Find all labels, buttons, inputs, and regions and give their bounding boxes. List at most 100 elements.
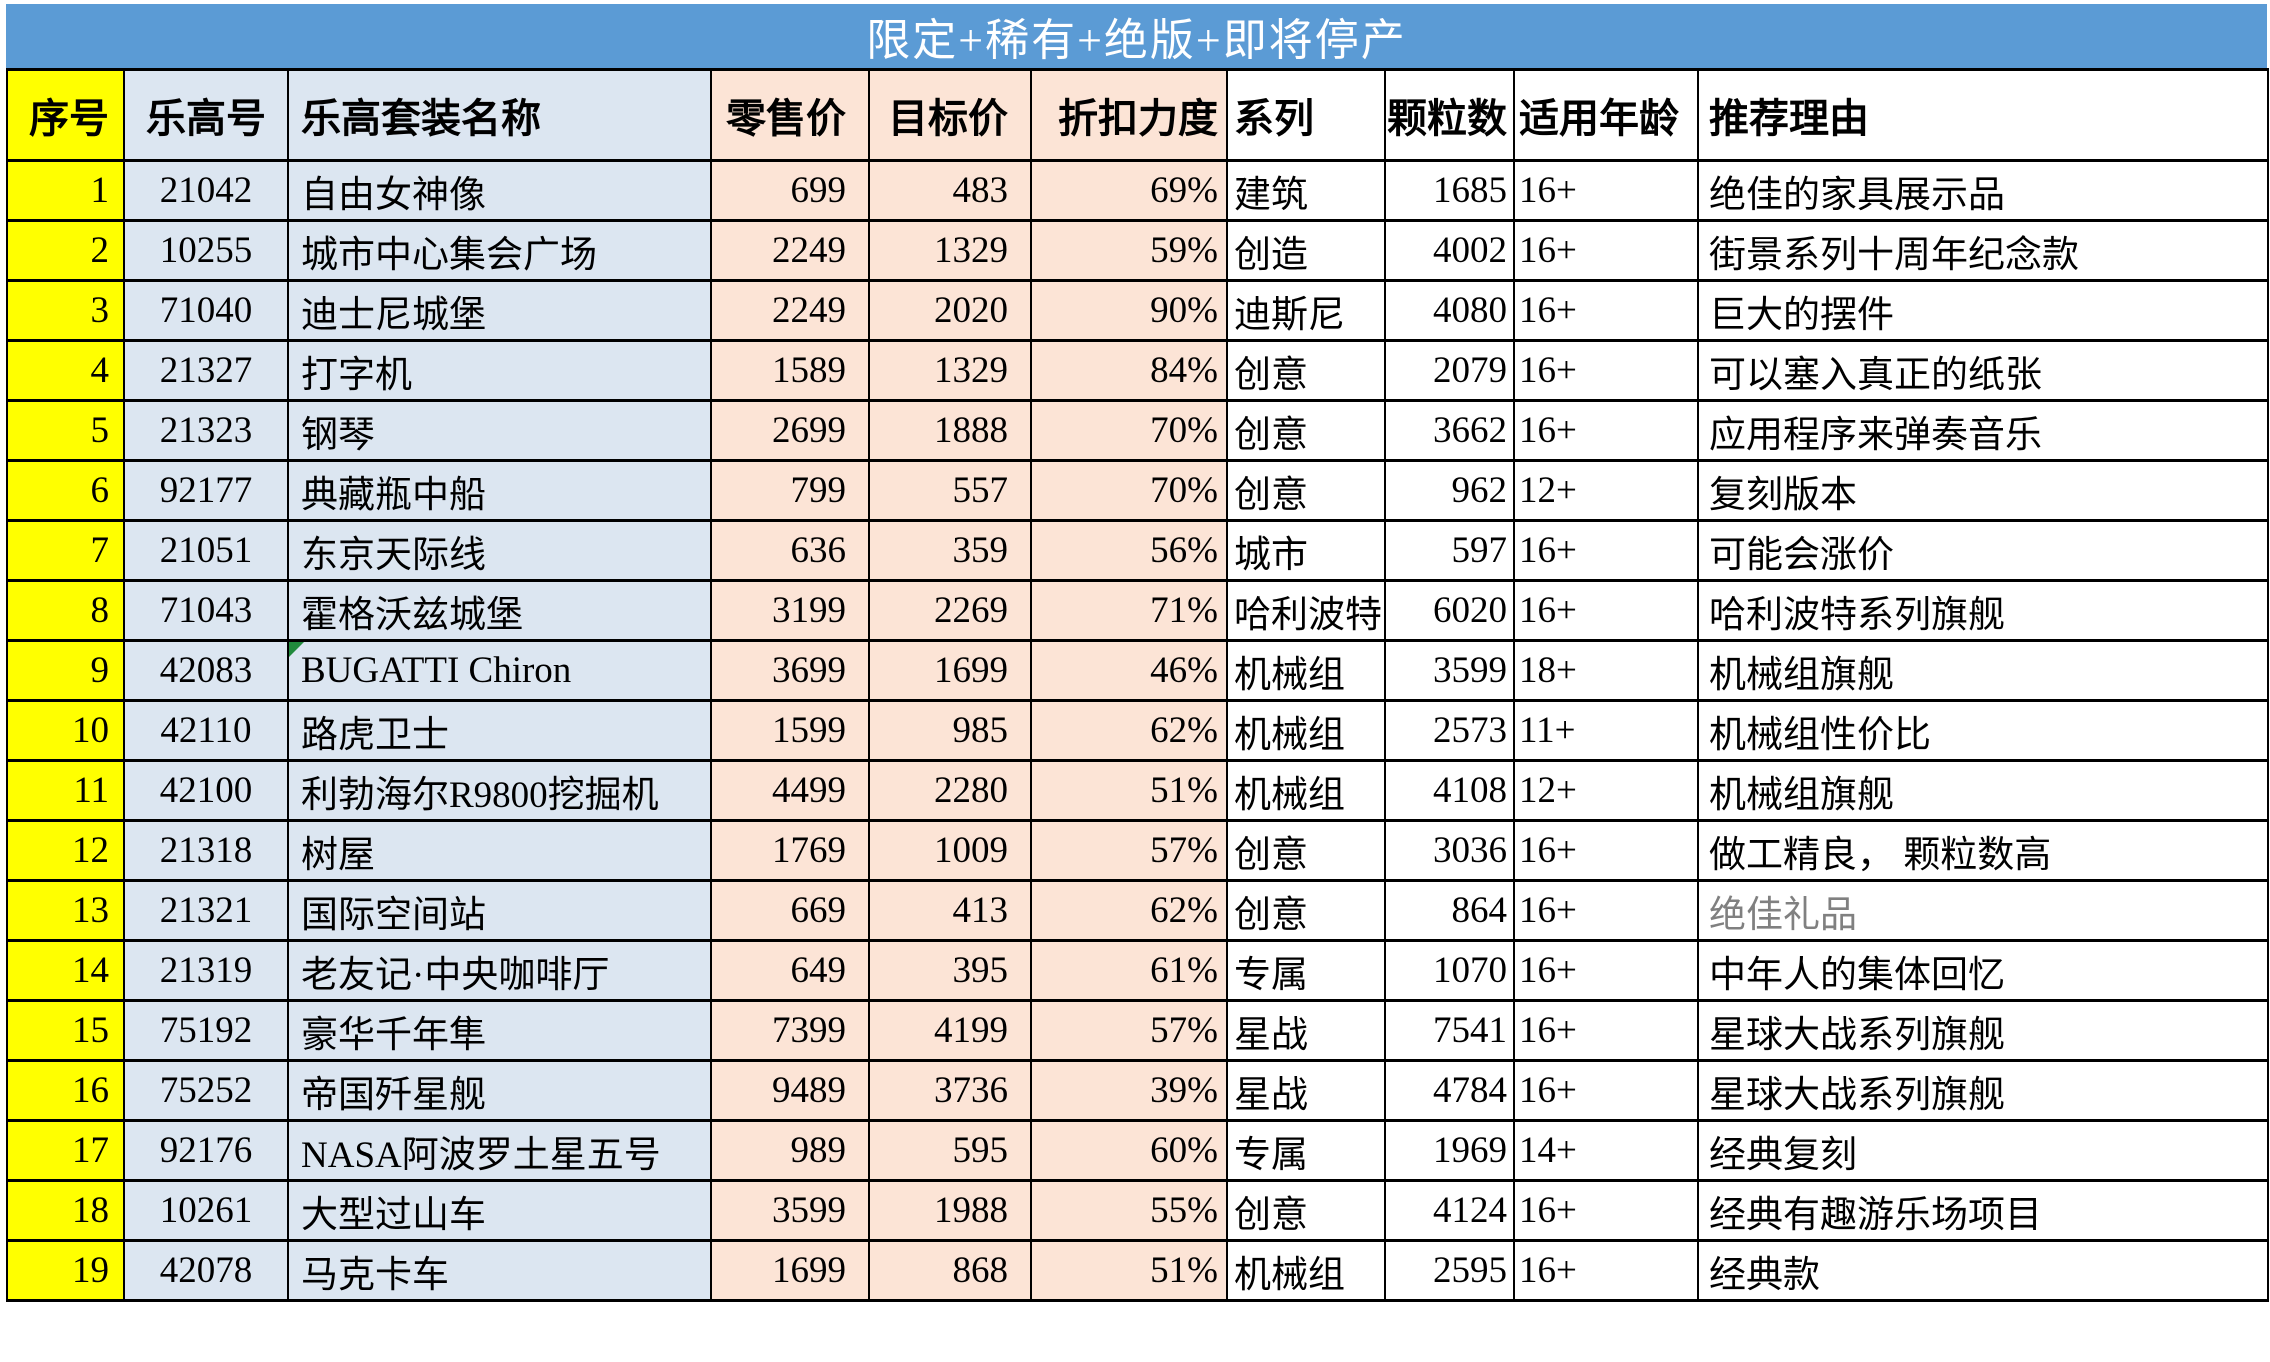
- cell-age[interactable]: 16+: [1513, 399, 1699, 462]
- cell-reason[interactable]: 绝佳礼品: [1697, 879, 2269, 942]
- cell-age[interactable]: 16+: [1513, 159, 1699, 222]
- title-banner[interactable]: 限定+稀有+绝版+即将停产: [6, 4, 2267, 68]
- cell-discount[interactable]: 57%: [1030, 999, 1228, 1062]
- cell-discount[interactable]: 57%: [1030, 819, 1228, 882]
- cell-discount[interactable]: 62%: [1030, 699, 1228, 762]
- cell-index[interactable]: 3: [6, 279, 125, 342]
- cell-age[interactable]: 16+: [1513, 999, 1699, 1062]
- cell-set-no[interactable]: 42110: [123, 699, 289, 762]
- cell-name[interactable]: 城市中心集会广场: [287, 219, 712, 282]
- cell-age[interactable]: 16+: [1513, 819, 1699, 882]
- cell-discount[interactable]: 60%: [1030, 1119, 1228, 1182]
- cell-index[interactable]: 2: [6, 219, 125, 282]
- cell-reason[interactable]: 可以塞入真正的纸张: [1697, 339, 2269, 402]
- cell-discount[interactable]: 56%: [1030, 519, 1228, 582]
- cell-age[interactable]: 11+: [1513, 699, 1699, 762]
- cell-name[interactable]: 典藏瓶中船: [287, 459, 712, 522]
- cell-series[interactable]: 机械组: [1226, 639, 1386, 702]
- cell-series[interactable]: 机械组: [1226, 759, 1386, 822]
- cell-reason[interactable]: 经典款: [1697, 1239, 2269, 1302]
- cell-reason[interactable]: 哈利波特系列旗舰: [1697, 579, 2269, 642]
- header-pieces[interactable]: 颗粒数: [1384, 68, 1515, 162]
- cell-set-no[interactable]: 71043: [123, 579, 289, 642]
- cell-age[interactable]: 18+: [1513, 639, 1699, 702]
- cell-set-no[interactable]: 21318: [123, 819, 289, 882]
- header-index[interactable]: 序号: [6, 68, 125, 162]
- cell-set-no[interactable]: 21319: [123, 939, 289, 1002]
- cell-name[interactable]: 路虎卫士: [287, 699, 712, 762]
- header-reason[interactable]: 推荐理由: [1697, 68, 2269, 162]
- cell-age[interactable]: 16+: [1513, 1179, 1699, 1242]
- cell-reason[interactable]: 机械组旗舰: [1697, 639, 2269, 702]
- cell-target[interactable]: 413: [868, 879, 1032, 942]
- cell-name[interactable]: BUGATTI Chiron: [287, 639, 712, 702]
- cell-series[interactable]: 创意: [1226, 819, 1386, 882]
- cell-target[interactable]: 2269: [868, 579, 1032, 642]
- cell-name[interactable]: 马克卡车: [287, 1239, 712, 1302]
- cell-index[interactable]: 9: [6, 639, 125, 702]
- header-set-no[interactable]: 乐高号: [123, 68, 289, 162]
- cell-name[interactable]: 大型过山车: [287, 1179, 712, 1242]
- cell-name[interactable]: 钢琴: [287, 399, 712, 462]
- cell-discount[interactable]: 51%: [1030, 1239, 1228, 1302]
- cell-index[interactable]: 16: [6, 1059, 125, 1122]
- cell-set-no[interactable]: 10255: [123, 219, 289, 282]
- cell-reason[interactable]: 星球大战系列旗舰: [1697, 999, 2269, 1062]
- cell-reason[interactable]: 可能会涨价: [1697, 519, 2269, 582]
- cell-pieces[interactable]: 1969: [1384, 1119, 1515, 1182]
- cell-name[interactable]: 帝国歼星舰: [287, 1059, 712, 1122]
- cell-age[interactable]: 16+: [1513, 879, 1699, 942]
- cell-pieces[interactable]: 2595: [1384, 1239, 1515, 1302]
- cell-retail[interactable]: 2699: [710, 399, 870, 462]
- cell-pieces[interactable]: 4784: [1384, 1059, 1515, 1122]
- cell-reason[interactable]: 应用程序来弹奏音乐: [1697, 399, 2269, 462]
- cell-set-no[interactable]: 21051: [123, 519, 289, 582]
- cell-name[interactable]: 豪华千年隼: [287, 999, 712, 1062]
- cell-age[interactable]: 16+: [1513, 339, 1699, 402]
- cell-reason[interactable]: 机械组性价比: [1697, 699, 2269, 762]
- cell-series[interactable]: 创意: [1226, 399, 1386, 462]
- cell-retail[interactable]: 699: [710, 159, 870, 222]
- cell-set-no[interactable]: 42100: [123, 759, 289, 822]
- cell-series[interactable]: 星战: [1226, 1059, 1386, 1122]
- cell-set-no[interactable]: 21323: [123, 399, 289, 462]
- cell-discount[interactable]: 71%: [1030, 579, 1228, 642]
- cell-set-no[interactable]: 71040: [123, 279, 289, 342]
- cell-name[interactable]: 利勃海尔R9800挖掘机: [287, 759, 712, 822]
- cell-pieces[interactable]: 4108: [1384, 759, 1515, 822]
- cell-index[interactable]: 8: [6, 579, 125, 642]
- cell-pieces[interactable]: 7541: [1384, 999, 1515, 1062]
- cell-retail[interactable]: 9489: [710, 1059, 870, 1122]
- cell-set-no[interactable]: 21321: [123, 879, 289, 942]
- cell-target[interactable]: 595: [868, 1119, 1032, 1182]
- cell-index[interactable]: 4: [6, 339, 125, 402]
- cell-age[interactable]: 12+: [1513, 759, 1699, 822]
- cell-pieces[interactable]: 4080: [1384, 279, 1515, 342]
- cell-age[interactable]: 16+: [1513, 279, 1699, 342]
- cell-target[interactable]: 1699: [868, 639, 1032, 702]
- cell-target[interactable]: 1329: [868, 339, 1032, 402]
- cell-pieces[interactable]: 3662: [1384, 399, 1515, 462]
- cell-series[interactable]: 专属: [1226, 939, 1386, 1002]
- cell-reason[interactable]: 机械组旗舰: [1697, 759, 2269, 822]
- cell-retail[interactable]: 989: [710, 1119, 870, 1182]
- cell-target[interactable]: 1009: [868, 819, 1032, 882]
- cell-name[interactable]: 东京天际线: [287, 519, 712, 582]
- cell-name[interactable]: 打字机: [287, 339, 712, 402]
- cell-series[interactable]: 星战: [1226, 999, 1386, 1062]
- cell-target[interactable]: 557: [868, 459, 1032, 522]
- cell-reason[interactable]: 星球大战系列旗舰: [1697, 1059, 2269, 1122]
- cell-age[interactable]: 16+: [1513, 939, 1699, 1002]
- cell-reason[interactable]: 经典有趣游乐场项目: [1697, 1179, 2269, 1242]
- cell-set-no[interactable]: 42078: [123, 1239, 289, 1302]
- cell-series[interactable]: 创意: [1226, 459, 1386, 522]
- cell-index[interactable]: 17: [6, 1119, 125, 1182]
- cell-set-no[interactable]: 92177: [123, 459, 289, 522]
- cell-age[interactable]: 16+: [1513, 1059, 1699, 1122]
- cell-series[interactable]: 创造: [1226, 219, 1386, 282]
- cell-age[interactable]: 16+: [1513, 1239, 1699, 1302]
- cell-index[interactable]: 7: [6, 519, 125, 582]
- cell-retail[interactable]: 7399: [710, 999, 870, 1062]
- cell-set-no[interactable]: 75192: [123, 999, 289, 1062]
- cell-reason[interactable]: 经典复刻: [1697, 1119, 2269, 1182]
